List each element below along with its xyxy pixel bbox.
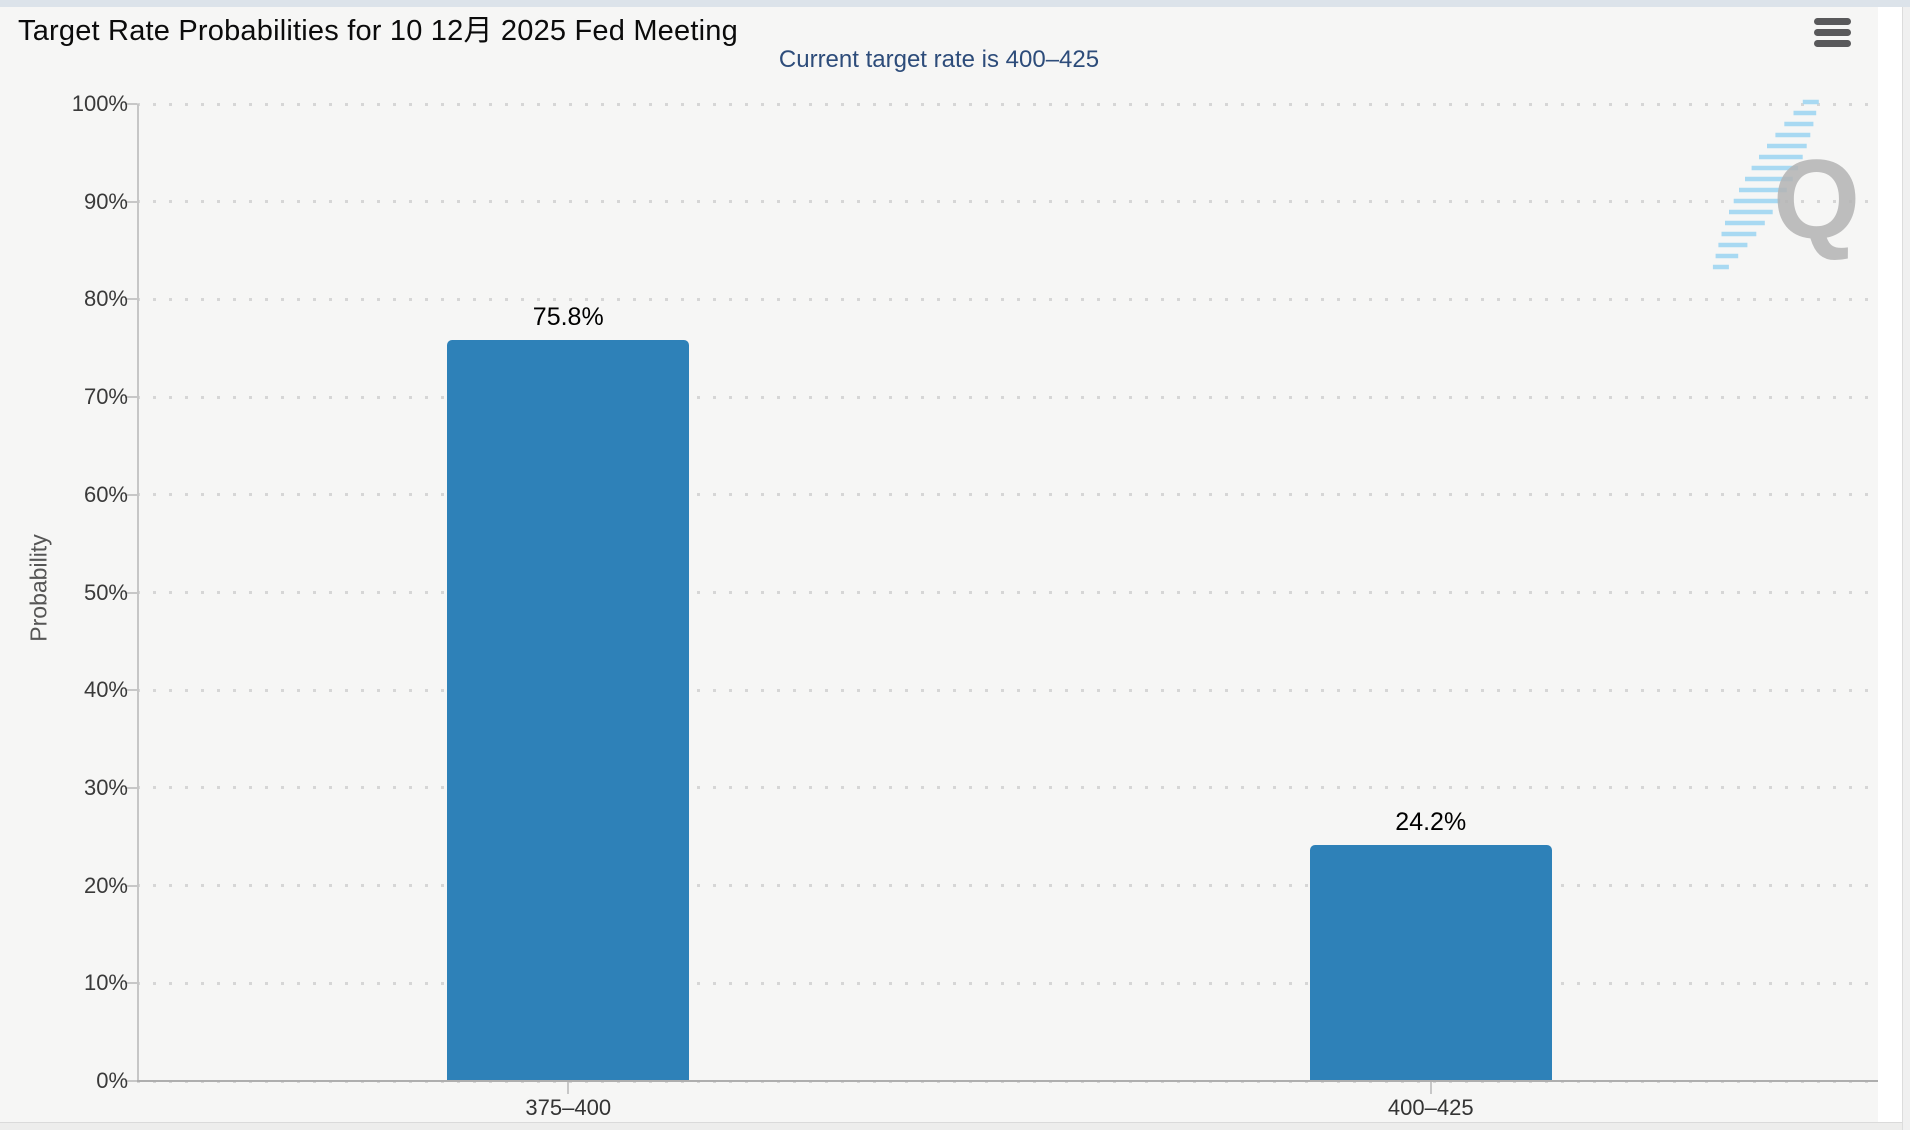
gridline [137, 297, 1878, 301]
gridline [137, 786, 1878, 790]
gridline [137, 102, 1878, 106]
ytick-mark [125, 786, 137, 789]
ytick-mark [125, 298, 137, 301]
ytick-label: 90% [83, 188, 128, 214]
y-axis-line [137, 104, 139, 1081]
ytick-label: 30% [83, 774, 128, 800]
right-gutter [1878, 7, 1902, 1122]
ytick-label: 100% [71, 91, 128, 116]
hamburger-menu-icon [1814, 17, 1851, 25]
xtick-mark [567, 1082, 570, 1094]
ytick-label: 80% [83, 286, 128, 312]
ytick-mark [125, 884, 137, 887]
ytick-label: 10% [83, 970, 128, 996]
ytick-label: 60% [83, 481, 128, 507]
right-edge-strip [1902, 7, 1910, 1130]
hamburger-menu-icon [1814, 39, 1851, 47]
chart-subtitle: Current target rate is 400–425 [778, 46, 1100, 73]
ytick-label: 0% [96, 1068, 128, 1093]
ytick-mark [125, 1080, 137, 1082]
ytick-mark [125, 591, 137, 594]
gridline [137, 688, 1878, 692]
ytick-label: 70% [83, 384, 128, 410]
gridline [137, 395, 1878, 399]
xtick-mark [1429, 1082, 1432, 1094]
bar-400–425[interactable] [1309, 844, 1552, 1081]
top-accent-strip [0, 0, 1910, 7]
ytick-mark [125, 103, 137, 105]
gridline [137, 884, 1878, 888]
x-axis-line [137, 1080, 1878, 1082]
gridline [137, 591, 1878, 594]
ytick-mark [125, 689, 137, 692]
ytick-label: 50% [83, 579, 128, 605]
bar-value-label: 75.8% [532, 303, 604, 332]
gridline [137, 981, 1878, 985]
hamburger-menu-icon [1814, 28, 1851, 36]
chart-title: Target Rate Probabilities for 10 12月 202… [18, 15, 738, 47]
category-label: 400–425 [1387, 1095, 1474, 1120]
bar-value-label: 24.2% [1395, 807, 1467, 836]
category-label: 375–400 [525, 1095, 612, 1120]
ytick-mark [125, 982, 137, 985]
ytick-mark [125, 396, 137, 399]
ytick-label: 40% [83, 677, 128, 703]
bar-375–400[interactable] [447, 340, 690, 1081]
chart-menu-button[interactable] [1814, 15, 1858, 49]
bottom-strip [0, 1122, 1902, 1130]
ytick-label: 20% [83, 872, 128, 898]
ytick-mark [125, 200, 137, 203]
ytick-mark [125, 493, 137, 496]
gridline [137, 200, 1878, 204]
gridline [137, 493, 1878, 497]
